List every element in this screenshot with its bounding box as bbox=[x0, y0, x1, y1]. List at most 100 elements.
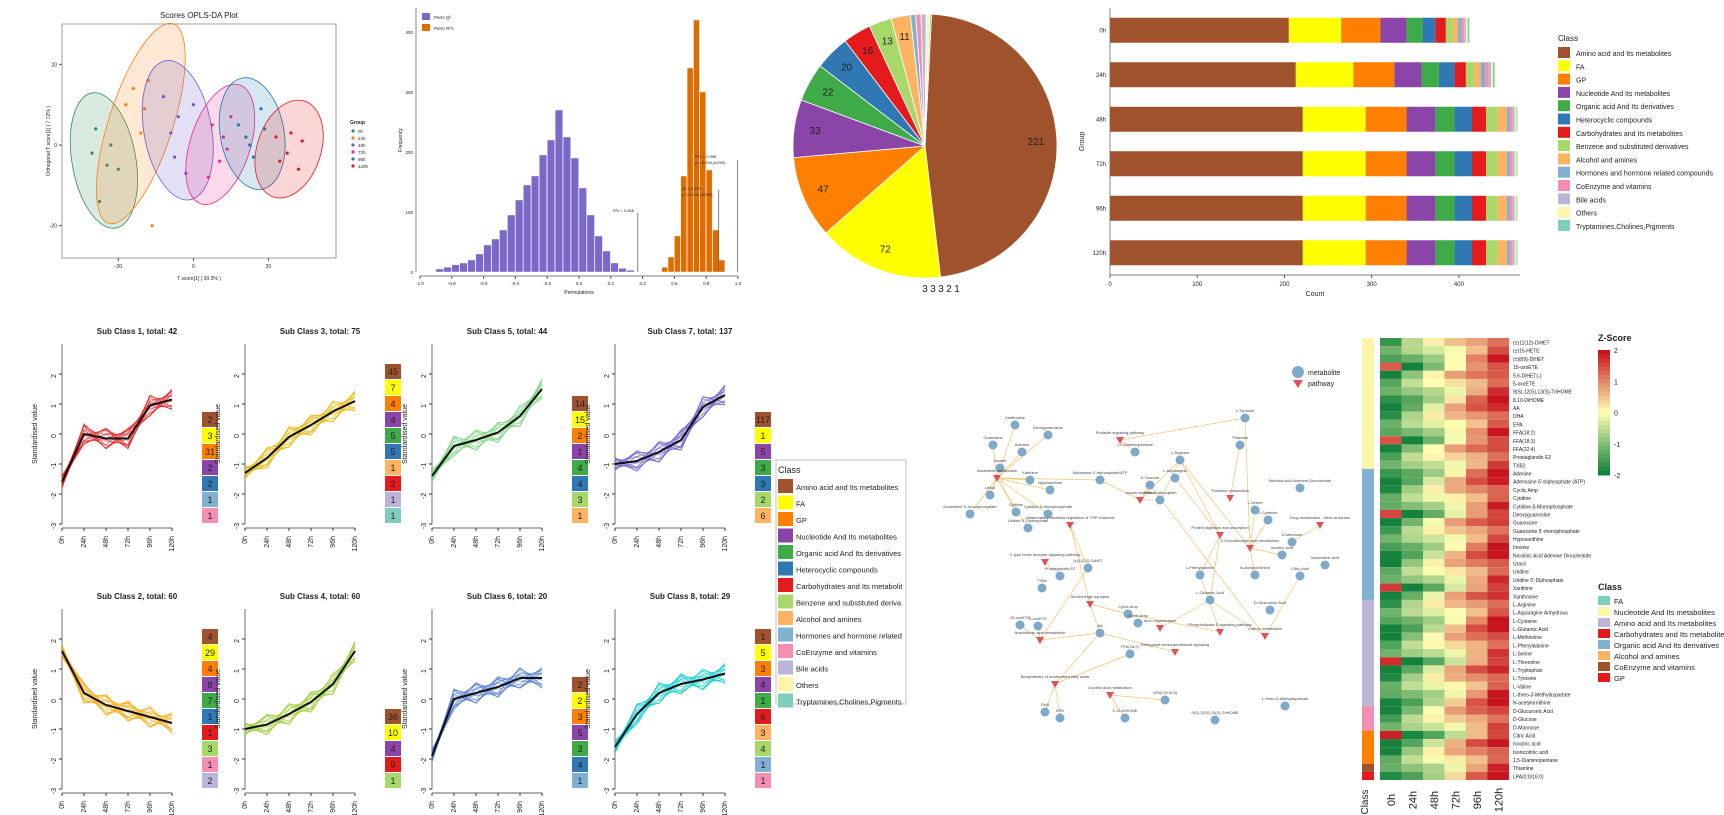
member-trend-line bbox=[431, 383, 543, 470]
heatmap-cell bbox=[1444, 698, 1466, 707]
legend-swatch bbox=[1598, 596, 1610, 605]
heatmap-cell bbox=[1444, 387, 1466, 396]
x-tick-label: 24h bbox=[451, 801, 458, 813]
heatmap-cell bbox=[1487, 493, 1509, 502]
row-label: Nicotinic Acid Adenine Dinucleotide bbox=[1513, 553, 1591, 559]
score-point bbox=[169, 131, 173, 135]
histogram-bar bbox=[594, 235, 603, 273]
pathway-node bbox=[1036, 637, 1044, 644]
confidence-ellipse bbox=[69, 92, 138, 229]
legend-marker bbox=[351, 150, 355, 154]
y-tick-label: 2 bbox=[604, 374, 611, 378]
heatmap-cell bbox=[1487, 649, 1509, 658]
heatmap-cell bbox=[1487, 378, 1509, 388]
heatmap-cell bbox=[1380, 649, 1402, 658]
y-tick-label: 2 bbox=[51, 374, 58, 378]
node-label: Phospholipase D signaling pathway bbox=[1188, 622, 1251, 627]
heatmap-cell bbox=[1466, 681, 1488, 690]
stacked-segment bbox=[1506, 195, 1510, 221]
x-tick-label: 0h bbox=[612, 801, 619, 809]
heatmap-cell bbox=[1466, 616, 1488, 625]
metabolite-node bbox=[1095, 628, 1105, 638]
row-label: Deoxyguanosine bbox=[1513, 512, 1550, 518]
heatmap-cell bbox=[1444, 747, 1466, 756]
stacked-bar-panel: 0h 24h 48h 72h 96h 120h 0 100 200 300 400 Count Grou… bbox=[1079, 8, 1713, 298]
heatmap-cell bbox=[1487, 698, 1509, 707]
y-tick-label: 0 bbox=[421, 699, 428, 703]
heatmap-cell bbox=[1423, 403, 1445, 412]
y-axis-label: Group bbox=[1079, 132, 1086, 152]
node-label: Axon regeneration bbox=[1144, 618, 1177, 623]
network-edge bbox=[1179, 459, 1221, 536]
x-axis-label: T score[1] ( 30.3% ) bbox=[177, 276, 221, 282]
row-label: Adenine bbox=[1513, 472, 1532, 478]
legend-swatch bbox=[778, 545, 793, 559]
row-label: Guanosine 5'-monophosphate bbox=[1513, 529, 1580, 535]
y-axis-label: Standardised value bbox=[402, 669, 409, 729]
pathway-node bbox=[1226, 495, 1234, 502]
legend-label: GP bbox=[796, 516, 807, 525]
heatmap-cell bbox=[1401, 485, 1423, 494]
stacked-segment bbox=[1472, 106, 1486, 132]
row-label: Isonicotinic acid bbox=[1513, 750, 1549, 756]
node-label: Adenine bbox=[1015, 442, 1030, 447]
stacked-segment bbox=[1485, 195, 1498, 221]
pathway-node bbox=[1066, 522, 1074, 529]
y-tick-label: -1 bbox=[604, 728, 611, 734]
legend-label: Perm R²Y bbox=[434, 26, 454, 31]
score-point bbox=[225, 147, 229, 151]
slice-label: 33 bbox=[810, 126, 822, 137]
heatmap-cell bbox=[1380, 534, 1402, 543]
legend-swatch bbox=[1558, 126, 1570, 138]
heatmap-cell bbox=[1423, 452, 1445, 461]
heatmap-cell bbox=[1444, 509, 1466, 519]
class-axis-label: Class bbox=[1360, 789, 1371, 814]
legend-marker bbox=[351, 143, 355, 147]
heatmap-cell bbox=[1466, 444, 1488, 453]
pathway-node bbox=[1216, 629, 1224, 636]
legend-marker bbox=[351, 129, 355, 133]
count-cell bbox=[202, 709, 218, 724]
node-label: Arachidonic acid metabolism bbox=[1015, 630, 1067, 635]
scale-step bbox=[1598, 370, 1610, 376]
node-label: Uracil bbox=[985, 485, 995, 490]
count-cell bbox=[572, 460, 588, 475]
heatmap-cell bbox=[1401, 681, 1423, 690]
row-label: Citric Acid bbox=[1513, 733, 1535, 739]
heatmap-cell bbox=[1423, 730, 1445, 740]
row-class-bar bbox=[1362, 763, 1374, 772]
heatmap-cell bbox=[1444, 468, 1466, 478]
x-tick-label: 96h bbox=[330, 801, 337, 813]
stacked-segment bbox=[1465, 17, 1468, 43]
count-cell bbox=[202, 725, 218, 740]
member-trend-line bbox=[431, 381, 543, 478]
network-edge bbox=[996, 477, 1029, 529]
scale-title: Z-Score bbox=[1598, 333, 1632, 343]
node-label: Retrograde endocannabinoid signaling bbox=[1141, 642, 1210, 647]
count-label: 4 bbox=[390, 399, 395, 409]
heatmap-cell bbox=[1380, 632, 1402, 641]
count-label: 36 bbox=[388, 712, 398, 722]
count-cell bbox=[755, 508, 771, 523]
heatmap-cell bbox=[1444, 436, 1466, 445]
slice-label: 11 bbox=[899, 32, 910, 43]
heatmap-cell bbox=[1401, 730, 1423, 740]
count-label: 4 bbox=[760, 680, 765, 690]
stacked-segment bbox=[1516, 151, 1518, 177]
network-edge bbox=[1249, 547, 1256, 576]
heatmap-cell bbox=[1423, 640, 1445, 650]
stacked-segment bbox=[1110, 106, 1303, 132]
heatmap-cell bbox=[1401, 346, 1423, 355]
row-label: Adenosine 5'-triphosphate (ATP) bbox=[1513, 480, 1585, 486]
heatmap-cell bbox=[1423, 428, 1445, 437]
stacked-segment bbox=[1491, 62, 1493, 88]
member-trend-line bbox=[614, 664, 726, 742]
legend-swatch bbox=[778, 611, 793, 625]
panel-title: Sub Class 8, total: 29 bbox=[650, 592, 731, 601]
heatmap-cell bbox=[1466, 632, 1488, 641]
y-axis-label: Standardised value bbox=[585, 404, 592, 464]
x-tick-label: -0.4 bbox=[512, 281, 520, 286]
legend-swatch bbox=[1558, 73, 1570, 85]
member-trend-line bbox=[431, 395, 543, 483]
x-tick-label: -20 bbox=[115, 264, 122, 270]
